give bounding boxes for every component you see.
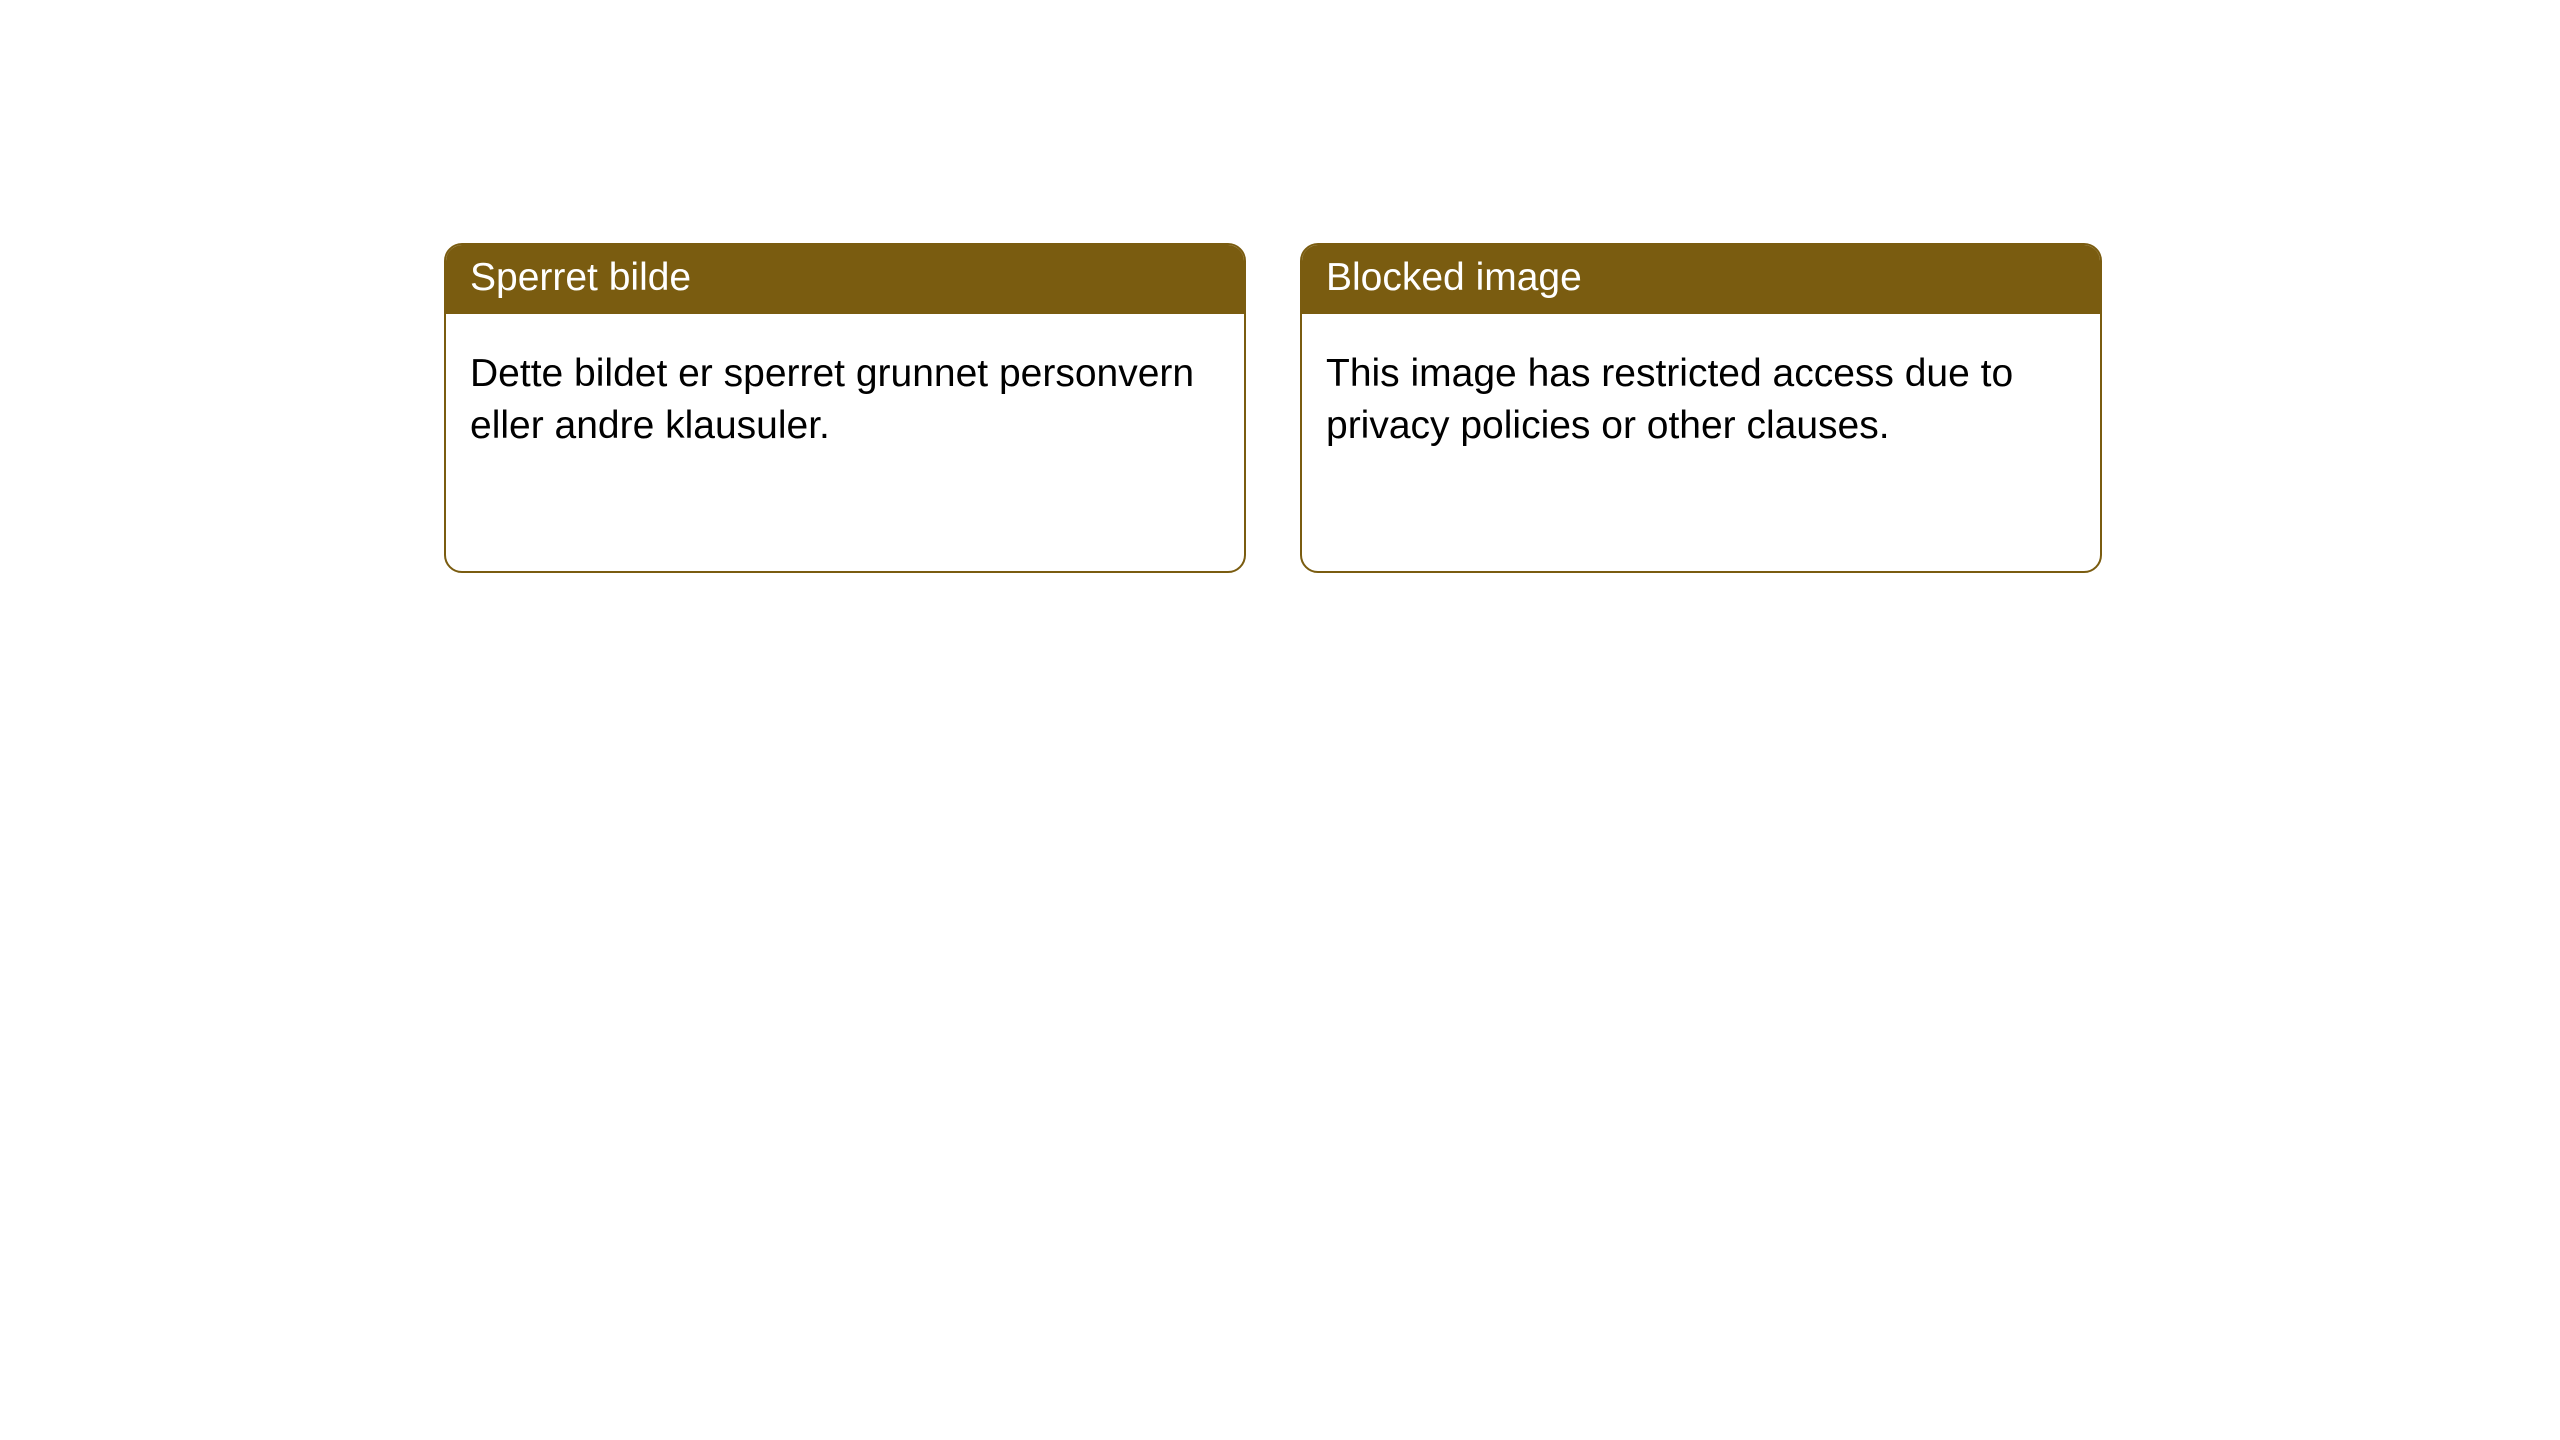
notice-container: Sperret bilde Dette bildet er sperret gr… [0,0,2560,573]
notice-box-norwegian: Sperret bilde Dette bildet er sperret gr… [444,243,1246,573]
notice-header: Blocked image [1302,245,2100,314]
notice-body: This image has restricted access due to … [1302,314,2100,476]
notice-body: Dette bildet er sperret grunnet personve… [446,314,1244,476]
notice-box-english: Blocked image This image has restricted … [1300,243,2102,573]
notice-header: Sperret bilde [446,245,1244,314]
